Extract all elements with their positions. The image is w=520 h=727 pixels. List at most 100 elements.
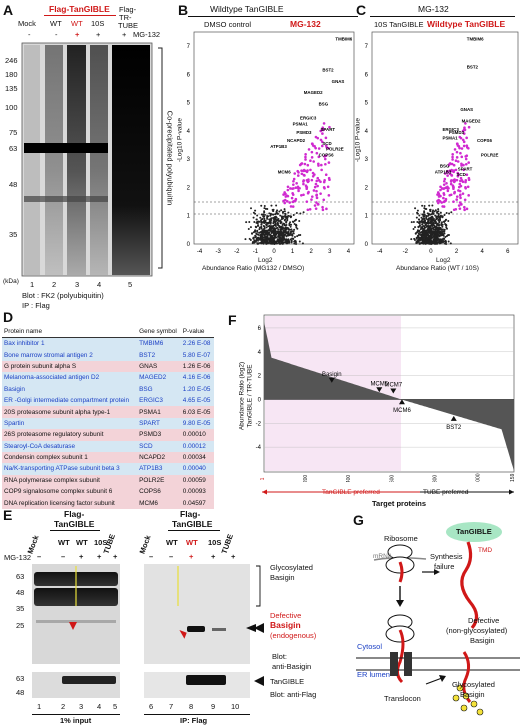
panel-b-point: [289, 215, 292, 218]
panel-c-point: [418, 220, 421, 223]
panel-g-cytosol: Cytosol: [357, 642, 383, 651]
panel-b-point: [269, 221, 272, 224]
panel-c-point: [425, 233, 428, 236]
panel-b-point: [275, 218, 278, 221]
panel-c-point: [427, 221, 430, 224]
panel-b-point: [269, 212, 272, 215]
panel-b-title-bar: [188, 16, 358, 17]
panel-b-sig-point: [313, 173, 316, 176]
panel-b-sig-point: [327, 194, 331, 197]
panel-c-sig-point: [462, 140, 466, 144]
panel-c-point: [427, 229, 430, 232]
panel-b-point: [294, 241, 297, 244]
panel-c-point: [430, 234, 433, 237]
panel-b-point: [285, 241, 288, 244]
panel-c-point: [433, 210, 436, 213]
panel-c-sig-point: [436, 201, 440, 205]
panel-c-point: [429, 227, 432, 230]
panel-c-ytick: 7: [365, 44, 369, 50]
panel-c-point: [436, 211, 439, 214]
panel-f-ytick: -2: [256, 421, 262, 427]
panel-label-g: G: [353, 512, 364, 528]
panel-c-xtick: 0: [429, 249, 433, 255]
panel-b-point: [280, 215, 283, 218]
panel-e-mg-sign: –: [169, 552, 174, 561]
panel-c-label: COPS6: [477, 138, 492, 143]
panel-c-point: [428, 213, 431, 216]
panel-c-sig-point: [460, 155, 464, 159]
panel-g-diagram: [356, 522, 520, 716]
panel-f-pref-arrows: [262, 489, 514, 495]
panel-f-xtick: 1: [260, 477, 266, 480]
panel-b-point: [266, 238, 269, 241]
panel-b-ylabel: -Log10 P-value: [176, 117, 184, 163]
panel-b-point: [285, 228, 288, 231]
panel-c-sig-point: [464, 179, 468, 182]
panel-e-input-bar: [32, 714, 120, 715]
panel-d-head-name: Protein name: [2, 326, 138, 338]
panel-c-point: [424, 241, 427, 244]
panel-e-lane: 9: [211, 702, 216, 711]
panel-b-sig-point: [326, 185, 330, 189]
panel-b-point: [266, 214, 269, 217]
panel-e-marker-bottom: 63: [16, 674, 25, 683]
panel-c-sig-point: [439, 185, 442, 189]
panel-c-point: [436, 238, 439, 241]
panel-c-point: [441, 232, 444, 235]
panel-e-lane: 4: [97, 702, 102, 711]
panel-b-point: [295, 224, 298, 227]
panel-c-point: [437, 224, 440, 227]
panel-b-sig-point: [307, 148, 311, 151]
panel-c-label: ATP1B3: [435, 169, 452, 174]
panel-c-sig-point: [451, 153, 454, 156]
panel-c-point: [444, 241, 447, 244]
panel-b-xtick: -1: [253, 249, 259, 255]
panel-d-head-p: P-value: [180, 326, 214, 338]
panel-d-row: G protein subunit alpha S GNAS 1.26 E-06: [2, 360, 214, 373]
panel-e-group-right-2: TanGIBLE: [172, 519, 213, 529]
panel-e-lane: 2: [61, 702, 66, 711]
panel-c-point: [436, 235, 439, 238]
panel-b-point: [257, 239, 260, 242]
panel-c-point: [423, 207, 426, 210]
panel-b-ytick: 2: [187, 185, 191, 191]
panel-b-point: [293, 222, 296, 225]
panel-b-point: [276, 239, 279, 242]
panel-b-point: [254, 240, 257, 243]
panel-c-sig-point: [463, 205, 466, 209]
panel-b-point: [269, 236, 272, 239]
panel-b-sig-point: [317, 203, 320, 206]
panel-c-sig-point: [459, 136, 463, 140]
panel-d-cell-gene: PSMA1: [137, 406, 181, 418]
panel-b-point: [265, 241, 268, 244]
panel-c-sig-point: [463, 128, 467, 132]
panel-b-point: [271, 242, 274, 245]
panel-d-cell-gene: SPART: [137, 417, 181, 430]
panel-c-point: [420, 238, 423, 241]
panel-g-er: ER lumen: [357, 670, 390, 679]
panel-b-point: [252, 231, 255, 234]
panel-c-sig-point: [457, 204, 461, 207]
panel-b-point: [252, 241, 255, 244]
panel-c-point: [443, 214, 446, 217]
panel-b-sig-point: [323, 155, 326, 158]
panel-b-point: [272, 239, 275, 242]
panel-b-point: [279, 237, 282, 240]
panel-c-point: [425, 238, 428, 241]
panel-b-title: Wildtype TanGIBLE: [210, 4, 284, 14]
panel-b-xtick: -4: [197, 249, 203, 255]
panel-b-sig-point: [294, 186, 298, 190]
panel-e-marker-top: 35: [16, 604, 25, 613]
panel-a-head-mock: Mock: [18, 19, 36, 28]
panel-c-point: [433, 242, 436, 245]
panel-b-point: [299, 212, 302, 215]
panel-d-cell-name: Basigin: [2, 383, 138, 395]
panel-e-lane: 5: [113, 702, 118, 711]
panel-e-lane: 3: [79, 702, 84, 711]
panel-c-point: [425, 239, 428, 242]
panel-c-sig-point: [448, 193, 452, 197]
panel-e-blot-top-1: Blot:: [272, 652, 288, 661]
panel-e-mg-sign: –: [37, 552, 42, 561]
panel-b-point: [283, 210, 286, 213]
